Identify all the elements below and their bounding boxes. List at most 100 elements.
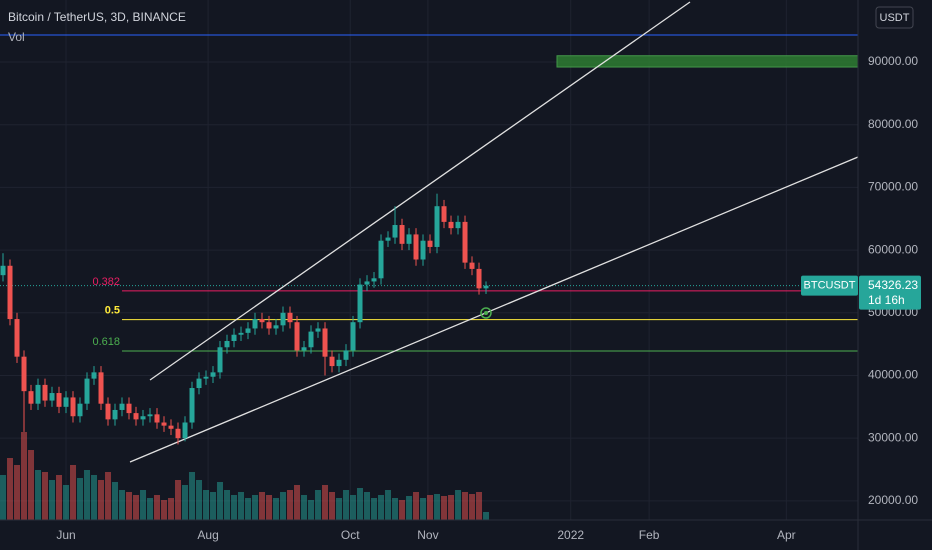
volume-bar: [287, 490, 294, 520]
volume-bar: [105, 472, 112, 520]
volume-bar: [133, 495, 140, 520]
volume-bar: [315, 490, 322, 520]
volume-bar: [42, 472, 49, 520]
y-tick-label: 60000.00: [868, 242, 918, 256]
candle-body: [14, 319, 20, 357]
x-tick-label: Aug: [197, 528, 218, 542]
candle-body: [329, 356, 335, 367]
candle-body: [448, 221, 454, 229]
candle-body: [273, 325, 279, 329]
candle-body: [77, 403, 83, 417]
volume-bar: [455, 490, 462, 520]
candle-body: [245, 328, 251, 333]
countdown-label: 1d 16h: [868, 293, 905, 307]
last-price-label: 54326.23: [868, 278, 918, 292]
candle-body: [105, 403, 111, 420]
volume-bar: [14, 465, 21, 520]
volume-bar: [434, 494, 441, 520]
volume-bar: [119, 490, 126, 520]
volume-bar: [231, 495, 238, 520]
grid: [0, 0, 858, 520]
y-tick-label: 80000.00: [868, 117, 918, 131]
candles-layer: [0, 193, 489, 445]
volume-bar: [336, 498, 343, 520]
candle-body: [287, 312, 293, 323]
volume-bar: [364, 492, 371, 520]
volume-bar: [392, 498, 399, 520]
volume-bar: [217, 482, 224, 520]
volume-bar: [49, 480, 56, 520]
marker: [484, 311, 488, 315]
candle-body: [336, 359, 342, 367]
candle-body: [28, 391, 34, 404]
y-tick-label: 40000.00: [868, 368, 918, 382]
x-tick-label: 2022: [557, 528, 584, 542]
volume-bar: [140, 490, 147, 520]
candle-body: [21, 356, 27, 392]
candle-body: [56, 393, 62, 407]
y-tick-label: 30000.00: [868, 430, 918, 444]
candle-body: [420, 240, 426, 260]
candle-body: [126, 403, 132, 414]
volume-bar: [0, 475, 7, 520]
trendline: [129, 156, 859, 463]
candle-body: [385, 237, 391, 241]
volume-bar: [238, 492, 245, 520]
volume-bar: [266, 495, 273, 520]
candle-body: [175, 428, 181, 439]
candle-body: [161, 422, 167, 426]
volume-bar: [252, 495, 259, 520]
volume-bar: [126, 492, 133, 520]
fib-label: 0.618: [92, 336, 120, 348]
x-tick-label: Feb: [639, 528, 660, 542]
volume-bar: [168, 498, 175, 520]
volume-bar: [301, 495, 308, 520]
volume-bar: [406, 496, 413, 520]
volume-bar: [7, 458, 14, 520]
volume-bar: [448, 495, 455, 520]
volume-bar: [476, 492, 483, 520]
symbol-label: BTCUSDT: [804, 280, 856, 292]
candle-body: [112, 409, 118, 420]
candle-body: [70, 397, 76, 417]
volume-bar: [273, 498, 280, 520]
candle-body: [231, 334, 237, 342]
volume-bar: [210, 492, 217, 520]
candle-body: [434, 206, 440, 247]
x-tick-label: Apr: [777, 528, 796, 542]
candle-body: [294, 322, 300, 351]
volume-bar: [161, 500, 168, 520]
fib-label: 0.5: [105, 305, 120, 317]
volume-bar: [329, 492, 336, 520]
currency-label[interactable]: USDT: [880, 12, 910, 24]
volume-bar: [91, 475, 98, 520]
candle-body: [238, 332, 244, 335]
candle-body: [259, 319, 265, 323]
candle-body: [140, 416, 146, 420]
candle-body: [196, 378, 202, 389]
candle-body: [301, 347, 307, 351]
axes-layer: 20000.0030000.0040000.0050000.0060000.00…: [56, 54, 918, 542]
candle-body: [119, 403, 125, 410]
candle-body: [154, 414, 160, 423]
volume-bar: [259, 492, 266, 520]
volume-bar: [196, 480, 203, 520]
volume-bar: [112, 482, 119, 520]
candle-body: [49, 393, 55, 401]
volume-bar: [350, 495, 357, 520]
price-badge: [859, 275, 921, 310]
candle-body: [84, 378, 90, 404]
chart-title: Bitcoin / TetherUS, 3D, BINANCE: [8, 10, 186, 24]
candle-body: [252, 319, 258, 329]
currency-button[interactable]: [875, 6, 914, 29]
candle-body: [133, 413, 139, 420]
volume-bar: [77, 478, 84, 520]
volume-bar: [70, 465, 77, 520]
candle-body: [322, 328, 328, 357]
candle-body: [98, 372, 104, 404]
candle-body: [413, 234, 419, 260]
marker: [480, 307, 492, 319]
candle-body: [42, 384, 48, 401]
